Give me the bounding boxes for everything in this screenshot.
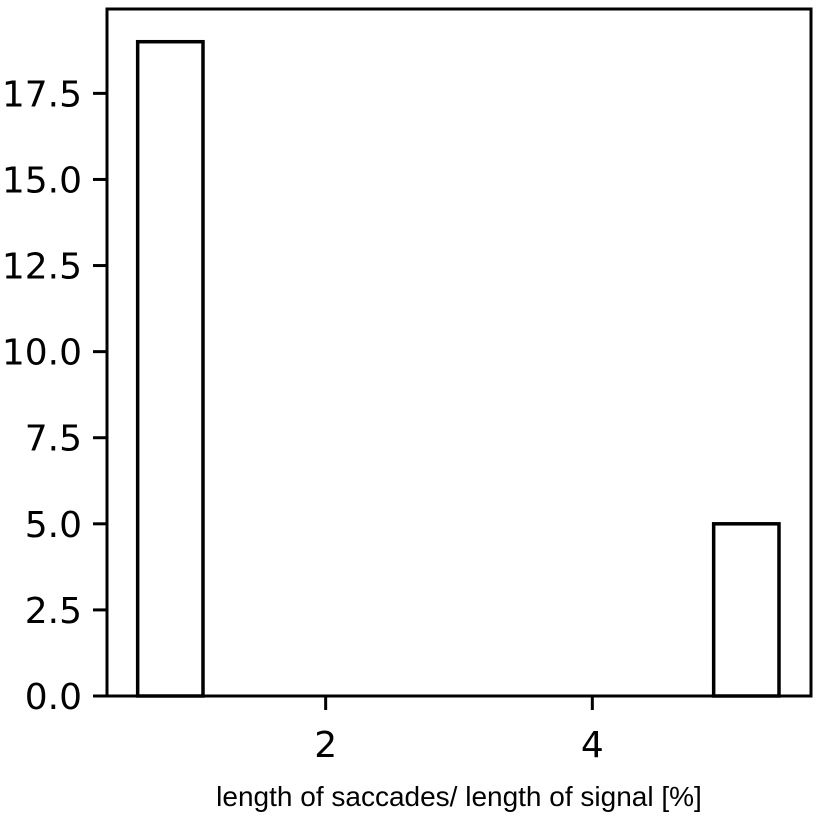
histogram-bar-0	[135, 39, 205, 698]
y-tick-label: 0.0	[25, 677, 82, 718]
y-axis: 0.0 2.5 5.0 7.5 10.0 12.5 15.0 17.5	[2, 74, 107, 718]
y-tick-label: 10.0	[2, 333, 82, 374]
x-axis-label: length of saccades/ length of signal [%]	[216, 781, 702, 812]
y-tick-label: 12.5	[2, 247, 82, 288]
histogram-bar-1	[711, 522, 781, 698]
y-tick-label: 2.5	[25, 591, 82, 632]
x-tick-label: 2	[314, 725, 337, 766]
bars-layer	[135, 39, 781, 698]
y-tick-label: 15.0	[2, 160, 82, 201]
y-tick-label: 7.5	[25, 419, 82, 460]
y-tick-label: 17.5	[2, 74, 82, 115]
y-tick-label: 5.0	[25, 505, 82, 546]
x-tick-label: 4	[581, 725, 604, 766]
